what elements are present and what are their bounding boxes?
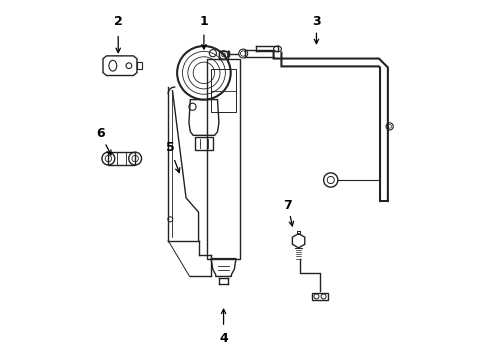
Text: 4: 4 [219,333,228,346]
Text: 7: 7 [284,198,292,212]
Text: 5: 5 [166,141,174,154]
Bar [195,137,213,150]
Text: 1: 1 [199,14,208,27]
Bar [211,69,236,112]
Text: 3: 3 [312,14,321,27]
Bar [108,152,135,165]
Bar [207,59,240,258]
Bar [312,293,328,300]
Text: 6: 6 [96,127,105,140]
Text: 2: 2 [114,14,122,27]
